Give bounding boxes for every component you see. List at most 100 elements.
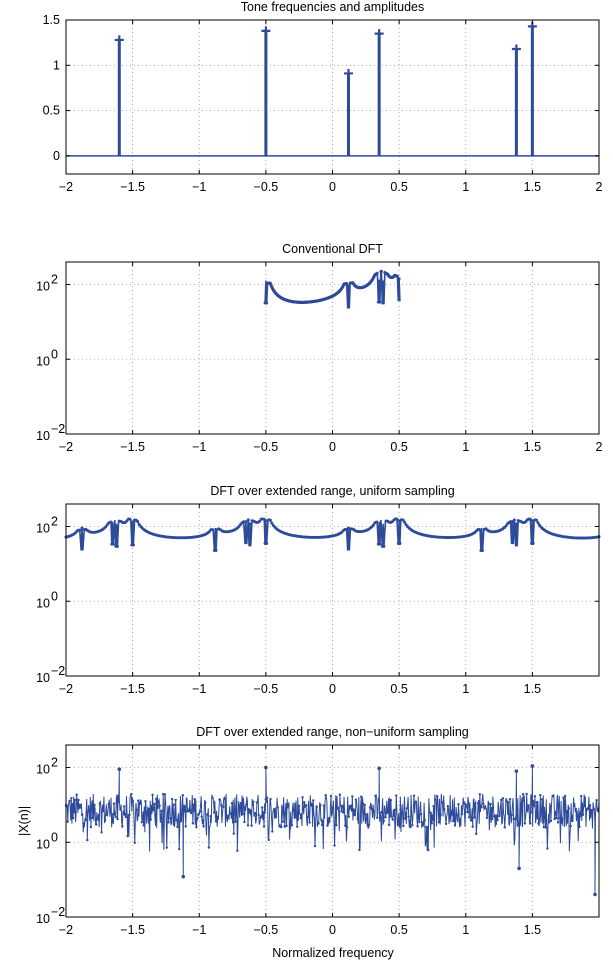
data-point bbox=[466, 810, 469, 814]
data-point bbox=[565, 809, 569, 813]
data-point bbox=[333, 844, 336, 847]
data-point bbox=[214, 820, 218, 823]
data-point bbox=[82, 821, 85, 825]
data-point bbox=[265, 541, 269, 545]
data-point bbox=[147, 807, 151, 811]
data-point bbox=[398, 825, 401, 828]
data-point bbox=[481, 549, 485, 553]
data-point bbox=[102, 809, 105, 813]
x-tick-label: 1.5 bbox=[524, 440, 541, 454]
data-point bbox=[142, 824, 145, 827]
data-point bbox=[329, 794, 333, 798]
data-point bbox=[184, 825, 187, 828]
panel-2: Conventional DFT−2 −1.5 −1 −0.5 0 0.5 1 1.5 210−… bbox=[36, 242, 602, 454]
data-point bbox=[128, 813, 131, 816]
data-point bbox=[361, 802, 365, 805]
data-point bbox=[531, 541, 535, 545]
x-tick-label: −2 bbox=[59, 923, 73, 937]
y-tick-label: 10 bbox=[36, 912, 50, 926]
data-point bbox=[453, 824, 457, 827]
chart-title: Tone frequencies and amplitudes bbox=[241, 0, 424, 14]
data-point bbox=[126, 834, 129, 838]
data-point bbox=[221, 805, 225, 809]
data-point bbox=[482, 802, 485, 806]
data-point bbox=[374, 794, 377, 798]
data-point bbox=[186, 810, 189, 813]
data-point bbox=[428, 811, 432, 814]
data-point bbox=[581, 813, 585, 816]
data-point bbox=[418, 820, 421, 824]
x-tick-label: 2 bbox=[596, 180, 603, 194]
data-point bbox=[271, 830, 274, 833]
data-point bbox=[460, 812, 464, 816]
series-markers bbox=[64, 764, 600, 897]
data-point bbox=[179, 819, 183, 823]
data-point bbox=[551, 794, 554, 798]
plot-area bbox=[64, 764, 600, 897]
x-tick-label: 1.5 bbox=[524, 923, 541, 937]
data-point bbox=[512, 518, 516, 522]
data-point bbox=[536, 521, 540, 525]
data-point bbox=[268, 518, 272, 522]
y-tick-label: 10 bbox=[36, 354, 50, 368]
data-point bbox=[537, 822, 540, 825]
data-point bbox=[547, 821, 551, 824]
data-point bbox=[498, 814, 501, 818]
y-tick-label: 10 bbox=[36, 429, 50, 443]
data-point bbox=[401, 518, 405, 522]
data-point bbox=[585, 808, 588, 811]
data-point bbox=[363, 803, 367, 807]
data-point bbox=[414, 800, 417, 803]
data-point bbox=[95, 823, 98, 826]
data-point bbox=[391, 818, 394, 821]
data-point bbox=[297, 804, 301, 808]
data-point bbox=[230, 801, 234, 805]
data-point bbox=[397, 277, 401, 281]
y-tick-label: 10 bbox=[36, 837, 50, 851]
data-point bbox=[100, 831, 103, 834]
data-point bbox=[130, 792, 133, 796]
data-point bbox=[303, 801, 306, 804]
series-markers bbox=[263, 269, 401, 305]
y-tick-label: 10 bbox=[36, 763, 50, 777]
y-tick-label: 0.5 bbox=[43, 104, 60, 118]
data-point bbox=[338, 793, 342, 796]
data-point bbox=[261, 806, 264, 809]
data-point bbox=[349, 804, 352, 807]
data-point bbox=[117, 767, 122, 772]
x-tick-label: −1 bbox=[192, 440, 206, 454]
data-point bbox=[274, 815, 278, 819]
data-point bbox=[534, 518, 538, 522]
data-point bbox=[389, 799, 393, 802]
data-point bbox=[207, 846, 211, 849]
x-tick-label: 1 bbox=[462, 180, 469, 194]
data-point bbox=[234, 820, 237, 823]
data-point bbox=[409, 826, 412, 829]
plot-area bbox=[66, 21, 599, 157]
data-point bbox=[227, 814, 230, 817]
x-tick-label: 2 bbox=[596, 440, 603, 454]
data-point bbox=[140, 821, 144, 824]
x-tick-label: 0.5 bbox=[390, 682, 407, 696]
data-point bbox=[489, 802, 492, 806]
data-point bbox=[407, 815, 410, 819]
data-point bbox=[267, 838, 270, 842]
data-point bbox=[375, 271, 379, 275]
data-point bbox=[477, 528, 481, 532]
data-point bbox=[163, 793, 167, 796]
data-point bbox=[595, 799, 598, 802]
data-point bbox=[71, 816, 75, 820]
data-point bbox=[459, 818, 462, 821]
data-point bbox=[351, 795, 354, 798]
data-point bbox=[508, 798, 512, 801]
x-tick-label: −1.5 bbox=[120, 180, 145, 194]
data-point bbox=[136, 520, 140, 524]
data-point bbox=[328, 816, 331, 820]
data-point bbox=[480, 806, 483, 809]
data-point bbox=[530, 811, 534, 814]
axes-frame bbox=[65, 261, 600, 435]
y-tick-label: 10 bbox=[36, 596, 50, 610]
data-point bbox=[384, 816, 387, 819]
data-point bbox=[189, 811, 193, 815]
